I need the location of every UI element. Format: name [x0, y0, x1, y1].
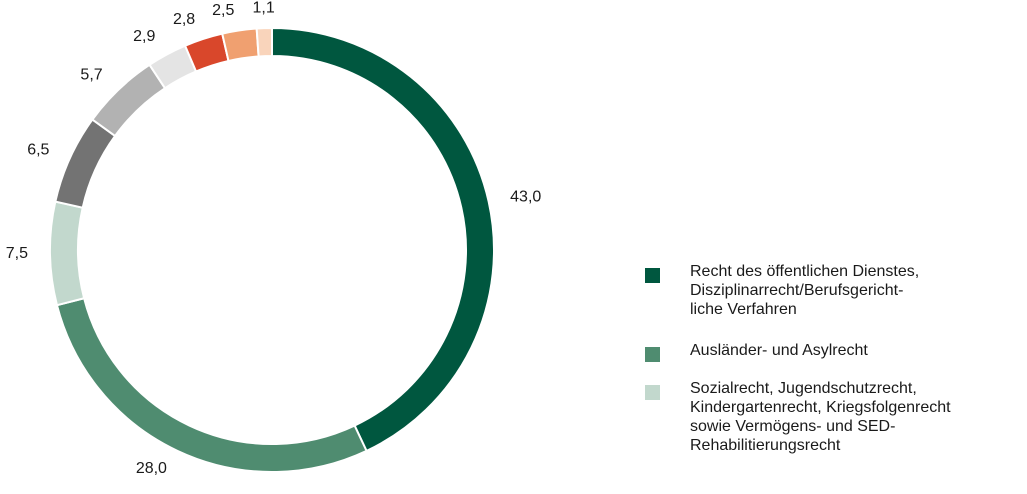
- donut-slice: [271, 26, 495, 453]
- legend-label-line: Sozialrecht, Jugendschutzrecht,: [690, 380, 917, 397]
- legend-label-line: Kindergartenrecht, Kriegsfolgenrecht: [690, 399, 951, 416]
- donut-slice: [255, 26, 273, 58]
- legend-label-line: Disziplinarrecht/Berufsgericht-: [690, 282, 904, 299]
- legend-swatch-public-service: [645, 268, 660, 283]
- legend-swatch-social: [645, 385, 660, 400]
- slice-value-label: 1,1: [253, 0, 275, 16]
- donut-slice: [49, 200, 86, 307]
- legend: Recht des öffentlichen Dienstes, Diszipl…: [640, 262, 1025, 455]
- slice-value-label: 28,0: [136, 460, 167, 477]
- slice-value-label: 6,5: [27, 142, 49, 159]
- slice-value-label: 43,0: [510, 188, 541, 205]
- legend-label-line: Rehabilitierungsrecht: [690, 437, 841, 454]
- slice-value-label: 7,5: [6, 245, 28, 262]
- slice-value-label: 5,7: [80, 66, 102, 83]
- legend-label-line: liche Verfahren: [690, 301, 797, 318]
- donut-slice: [55, 297, 368, 473]
- slice-value-label: 2,8: [173, 11, 195, 28]
- legend-label-line: Recht des öffentlichen Dienstes,: [690, 263, 920, 280]
- legend-label-line: Ausländer- und Asylrecht: [690, 342, 868, 359]
- slice-value-label: 2,9: [133, 28, 155, 45]
- legend-item-social: Sozialrecht, Jugendschutzrecht, Kinderga…: [640, 379, 1025, 455]
- donut-slice: [221, 27, 260, 63]
- donut-slice: [91, 63, 167, 138]
- donut-slice: [54, 118, 117, 209]
- slice-value-label: 2,5: [212, 2, 234, 19]
- legend-item-asylum: Ausländer- und Asylrecht: [640, 341, 1025, 362]
- legend-swatch-asylum: [645, 347, 660, 362]
- legend-label-line: sowie Vermögens- und SED-: [690, 418, 896, 435]
- legend-item-public-service: Recht des öffentlichen Dienstes, Diszipl…: [640, 262, 1025, 319]
